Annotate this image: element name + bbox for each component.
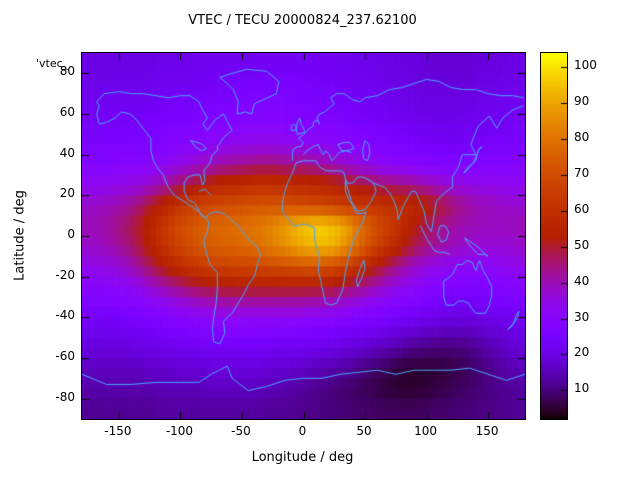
x-tick-label: 50 [356, 424, 372, 438]
colorbar-tick-label: 50 [574, 237, 590, 252]
y-tick-label: -20 [55, 267, 75, 282]
colorbar-tick-label: 30 [574, 309, 590, 324]
x-tick-label: 100 [414, 424, 437, 438]
colorbar-canvas [540, 52, 568, 420]
series-key-label: 'vtec_ [36, 57, 69, 70]
y-tick-label: -60 [55, 349, 75, 363]
colorbar-tick-label: 80 [574, 130, 590, 145]
colorbar-tick-label: 10 [574, 381, 590, 396]
x-tick-label: -50 [231, 424, 251, 438]
y-tick-label: 0 [67, 227, 75, 241]
x-tick-label: -150 [104, 424, 132, 438]
y-tick-label: 40 [59, 145, 75, 160]
colorbar-tick-label: 60 [574, 201, 590, 216]
y-tick-label: -40 [55, 308, 75, 323]
x-tick-label: 0 [298, 424, 307, 438]
y-tick-label: -80 [55, 389, 75, 404]
y-tick-label: 80 [59, 64, 75, 79]
heatmap-canvas [81, 52, 526, 420]
x-axis-label: Longitude / deg [251, 450, 354, 465]
colorbar-tick-label: 90 [574, 94, 590, 109]
x-tick-label: 150 [475, 424, 499, 438]
y-tick-label: 60 [59, 105, 75, 119]
chart-title: VTEC / TECU 20000824_237.62100 [188, 13, 417, 28]
x-tick-label: -100 [165, 424, 194, 438]
colorbar-tick-label: 20 [574, 345, 590, 360]
colorbar-tick-label: 40 [574, 273, 590, 288]
y-tick-label: 20 [59, 186, 75, 201]
colorbar-tick-label: 70 [574, 166, 590, 180]
colorbar-tick-label: 100 [574, 58, 597, 73]
y-axis-label: Latitude / deg [12, 190, 28, 281]
